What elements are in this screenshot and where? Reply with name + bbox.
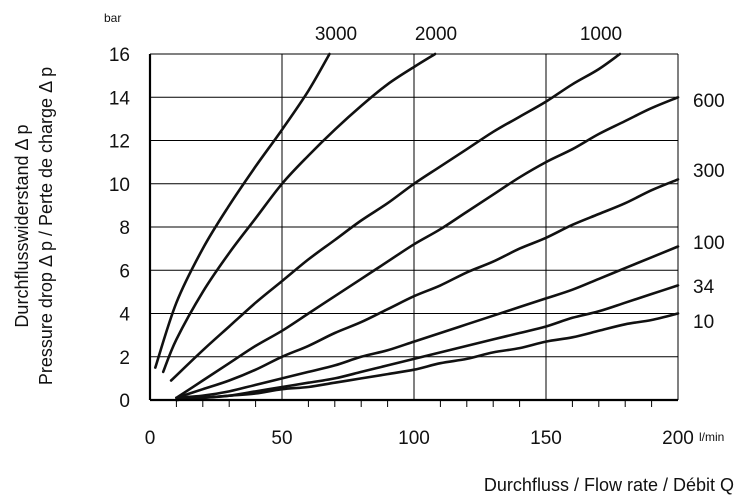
y-tick-label: 14 bbox=[109, 88, 131, 109]
curve-label-2000: 2000 bbox=[415, 24, 457, 45]
curve-label-1000: 1000 bbox=[580, 24, 622, 45]
y-unit-label: bar bbox=[104, 11, 121, 25]
curve-10 bbox=[175, 312, 680, 402]
curve-label-34: 34 bbox=[693, 277, 715, 298]
curve-300 bbox=[175, 178, 680, 400]
curve-34 bbox=[175, 284, 680, 402]
x-unit-label: l/min bbox=[699, 430, 724, 444]
curve-label-10: 10 bbox=[693, 312, 714, 333]
x-tick-label: 200 bbox=[662, 428, 694, 449]
y-tick-label: 2 bbox=[119, 348, 130, 369]
y-tick-label: 16 bbox=[109, 45, 130, 66]
y-tick-label: 4 bbox=[119, 305, 130, 326]
curve-100 bbox=[175, 245, 680, 400]
y-tick-label: 10 bbox=[109, 175, 130, 196]
curve-1000 bbox=[169, 52, 622, 382]
x-tick-label: 150 bbox=[530, 428, 562, 449]
x-axis-title: Durchfluss / Flow rate / Débit Q bbox=[484, 475, 734, 495]
x-tick-label: 0 bbox=[145, 428, 156, 449]
y-tick-label: 0 bbox=[119, 391, 130, 412]
axes bbox=[148, 54, 678, 407]
curve-label-3000: 3000 bbox=[315, 24, 357, 45]
curve-labels: 3000 2000 1000 600 300 100 34 10 bbox=[315, 24, 725, 333]
x-tick-label: 50 bbox=[271, 428, 292, 449]
x-tick-label: 100 bbox=[398, 428, 430, 449]
curve-3000 bbox=[154, 52, 331, 369]
y-tick-label: 12 bbox=[109, 132, 130, 153]
y-axis-title-line-1: Durchflusswiderstand Δ p bbox=[12, 124, 32, 327]
curves bbox=[154, 52, 680, 402]
y-tick-label: 6 bbox=[119, 261, 130, 282]
curve-label-100: 100 bbox=[693, 233, 725, 254]
y-tick-label: 8 bbox=[119, 218, 130, 239]
curve-600 bbox=[175, 96, 680, 400]
curve-2000 bbox=[161, 52, 437, 374]
y-axis-title-line-2: Pressure drop Δ p / Perte de charge Δ p bbox=[36, 67, 56, 385]
curve-label-300: 300 bbox=[693, 161, 725, 182]
curve-label-600: 600 bbox=[693, 91, 725, 112]
tick-labels: 0 2 4 6 8 10 12 14 16 0 50 100 150 200 bbox=[109, 45, 694, 449]
